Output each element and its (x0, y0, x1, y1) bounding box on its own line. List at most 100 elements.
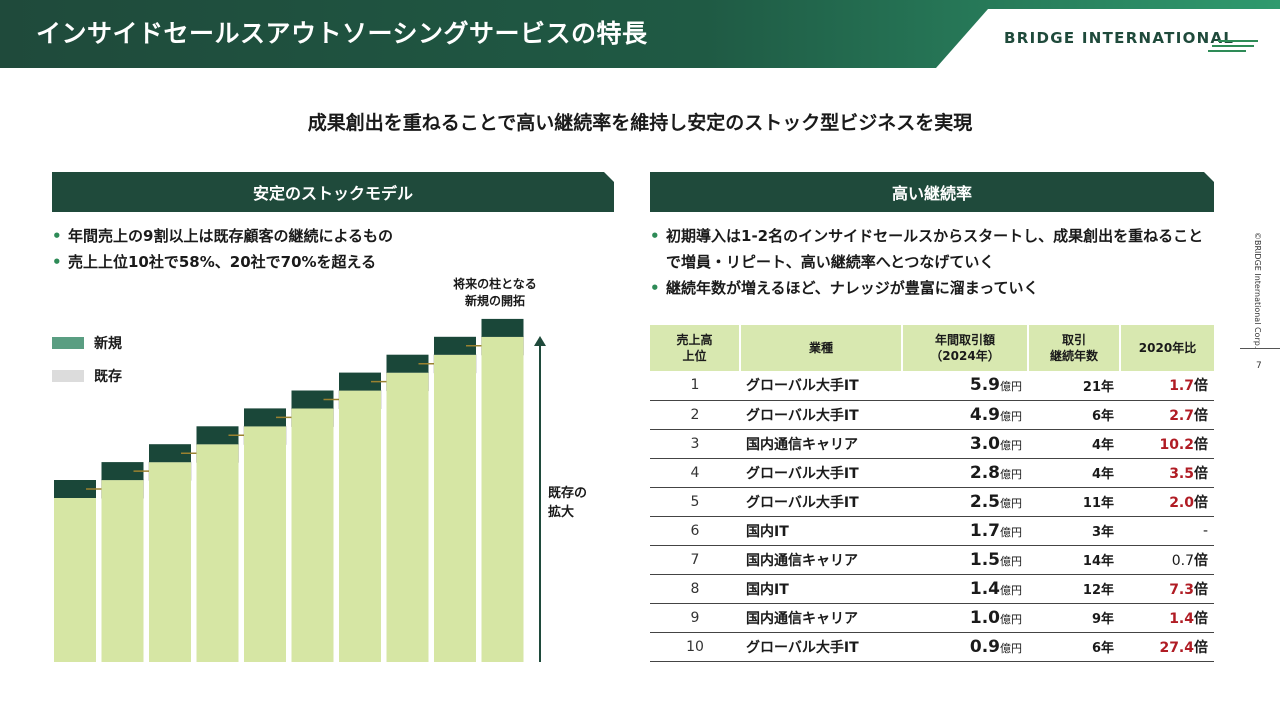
cell-years: 6年 (1028, 632, 1120, 662)
existing-stock-bar (291, 408, 334, 662)
new-client-block (149, 444, 191, 463)
annotation-new-pillar: 将来の柱となる 新規の開拓 (430, 276, 560, 310)
cell-amount: 0.9億円 (902, 632, 1028, 662)
existing-stock-bar (386, 372, 429, 662)
header-logo-area (936, 9, 1280, 68)
cell-amount: 1.5億円 (902, 545, 1028, 575)
existing-stock-bar (196, 444, 239, 662)
existing-stock-bar (101, 480, 144, 662)
cell-industry: 国内通信キャリア (740, 603, 902, 633)
cell-years: 3年 (1028, 516, 1120, 546)
company-logo: BRIDGE INTERNATIONAL (1004, 29, 1235, 47)
cell-industry: 国内通信キャリア (740, 429, 902, 459)
growth-arrow-head (534, 336, 546, 346)
existing-stock-bar (54, 498, 96, 662)
legend-new-label: 新規 (94, 336, 122, 352)
cell-industry: グローバル大手IT (740, 487, 902, 517)
cell-industry: グローバル大手IT (740, 371, 902, 401)
cell-amount: 1.7億円 (902, 516, 1028, 546)
cell-rank: 3 (650, 429, 740, 459)
cell-ratio: 10.2倍 (1120, 429, 1214, 459)
existing-stock-bar (339, 390, 381, 662)
side-divider (1240, 348, 1280, 349)
table-row: 10 グローバル大手IT 0.9億円 6年 27.4倍 (650, 632, 1214, 662)
cell-years: 6年 (1028, 400, 1120, 430)
cell-rank: 9 (650, 603, 740, 633)
annotation-existing-expansion: 既存の 拡大 (548, 484, 587, 522)
cell-ratio: 0.7倍 (1120, 545, 1214, 575)
left-bullets: 年間売上の9割以上は既存顧客の継続によるもの 売上上位10社で58%、20社で7… (52, 223, 612, 275)
cell-industry: グローバル大手IT (740, 458, 902, 488)
annotation-side-line-1: 既存の (548, 486, 588, 501)
new-client-block (101, 462, 144, 481)
new-client-block (481, 318, 524, 337)
left-bullet-2: 売上上位10社で58%、20社で70%を超える (52, 249, 612, 275)
table-row: 4 グローバル大手IT 2.8億円 4年 3.5倍 (650, 458, 1214, 488)
cell-years: 12年 (1028, 574, 1120, 604)
cell-amount: 1.4億円 (902, 574, 1028, 604)
new-client-block (386, 354, 429, 373)
table-body: 1 グローバル大手IT 5.9億円 21年 1.7倍 2 グローバル大手IT 4.9億円 6年 2… (650, 371, 1214, 662)
cell-years: 21年 (1028, 371, 1120, 401)
cell-rank: 7 (650, 545, 740, 575)
cell-rank: 4 (650, 458, 740, 488)
annotation-top-line-2: 新規の開拓 (464, 294, 525, 308)
th-ratio: 2020年比 (1120, 325, 1214, 371)
top-clients-table: 売上高 上位 業種 年間取引額 （2024年） 取引 継続年数 2020年比 1 グロー… (650, 325, 1214, 662)
page-number: 7 (1256, 361, 1262, 371)
existing-stock-bar (434, 354, 476, 662)
cell-ratio: 1.4倍 (1120, 603, 1214, 633)
table-row: 6 国内IT 1.7億円 3年 - (650, 516, 1214, 546)
table-row: 5 グローバル大手IT 2.5億円 11年 2.0倍 (650, 487, 1214, 517)
cell-ratio: - (1120, 516, 1214, 546)
existing-stock-bar (244, 426, 286, 662)
cell-amount: 3.0億円 (902, 429, 1028, 459)
cell-years: 4年 (1028, 429, 1120, 459)
side-copyright: ©BRIDGE International Corp. (1253, 232, 1262, 349)
table-row: 2 グローバル大手IT 4.9億円 6年 2.7倍 (650, 400, 1214, 430)
logo-lines-icon (1208, 40, 1260, 60)
page-title: インサイドセールスアウトソーシングサービスの特長 (36, 19, 648, 48)
table-header-row: 売上高 上位 業種 年間取引額 （2024年） 取引 継続年数 2020年比 (650, 325, 1214, 371)
table-row: 1 グローバル大手IT 5.9億円 21年 1.7倍 (650, 371, 1214, 401)
slide-subtitle: 成果創出を重ねることで高い継続率を維持し安定のストック型ビジネスを実現 (307, 112, 973, 134)
cell-rank: 5 (650, 487, 740, 517)
new-client-block (434, 336, 476, 355)
legend-existing: 既存 (52, 366, 122, 386)
th-industry: 業種 (740, 325, 903, 371)
table-row: 9 国内通信キャリア 1.0億円 9年 1.4倍 (650, 603, 1214, 633)
new-client-block (196, 426, 239, 445)
legend-existing-swatch (52, 370, 84, 382)
cell-ratio: 2.7倍 (1120, 400, 1214, 430)
right-bullets: 初期導入は1-2名のインサイドセールスからスタートし、成果創出を重ねることで増員… (650, 223, 1214, 301)
new-client-block (54, 480, 96, 498)
legend-existing-label: 既存 (94, 369, 122, 385)
new-client-block (244, 408, 286, 427)
cell-industry: 国内IT (740, 574, 902, 604)
cell-amount: 2.8億円 (902, 458, 1028, 488)
cell-ratio: 3.5倍 (1120, 458, 1214, 488)
new-client-block (291, 390, 334, 409)
cell-industry: 国内IT (740, 516, 902, 546)
cell-industry: 国内通信キャリア (740, 545, 902, 575)
cell-amount: 1.0億円 (902, 603, 1028, 633)
table-row: 3 国内通信キャリア 3.0億円 4年 10.2倍 (650, 429, 1214, 459)
cell-rank: 2 (650, 400, 740, 430)
cell-amount: 5.9億円 (902, 371, 1028, 401)
th-rank: 売上高 上位 (650, 325, 741, 371)
annotation-side-line-2: 拡大 (548, 505, 575, 520)
table-row: 7 国内通信キャリア 1.5億円 14年 0.7倍 (650, 545, 1214, 575)
cell-industry: グローバル大手IT (740, 400, 902, 430)
cell-years: 9年 (1028, 603, 1120, 633)
section-header-stock-model: 安定のストックモデル (52, 172, 614, 212)
cell-ratio: 27.4倍 (1120, 632, 1214, 662)
existing-stock-bar (481, 336, 524, 662)
table-row: 8 国内IT 1.4億円 12年 7.3倍 (650, 574, 1214, 604)
legend-new: 新規 (52, 333, 122, 353)
cell-rank: 6 (650, 516, 740, 546)
cell-amount: 4.9億円 (902, 400, 1028, 430)
left-bullet-1: 年間売上の9割以上は既存顧客の継続によるもの (52, 223, 612, 249)
cell-ratio: 1.7倍 (1120, 371, 1214, 401)
section-header-retention: 高い継続率 (650, 172, 1214, 212)
